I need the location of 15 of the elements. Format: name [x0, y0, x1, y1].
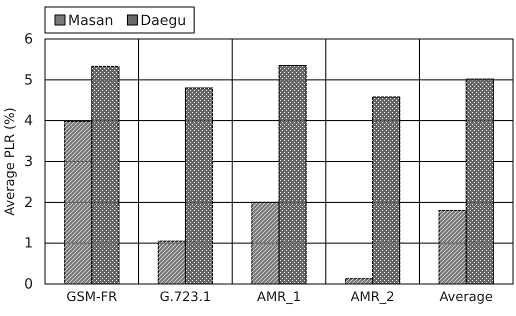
y-tick-label: 6: [24, 31, 34, 48]
y-tick-label: 2: [24, 194, 33, 211]
y-tick-label: 1: [24, 236, 33, 252]
x-tick-label: AMR_2: [350, 290, 395, 306]
x-tick-label: G.723.1: [160, 290, 212, 306]
x-tick-label: GSM-FR: [66, 290, 118, 306]
y-axis-title: Average PLR (%): [3, 107, 18, 216]
x-tick-label: Average: [440, 290, 493, 306]
y-tick-label: 0: [24, 276, 33, 292]
y-tick-label: 3: [24, 154, 33, 170]
y-tick-label: 4: [24, 113, 34, 130]
legend-label: Masan: [68, 13, 114, 29]
legend-label: Daegu: [140, 13, 186, 29]
x-tick-label: AMR_1: [257, 290, 301, 306]
y-tick-label: 5: [24, 72, 33, 88]
